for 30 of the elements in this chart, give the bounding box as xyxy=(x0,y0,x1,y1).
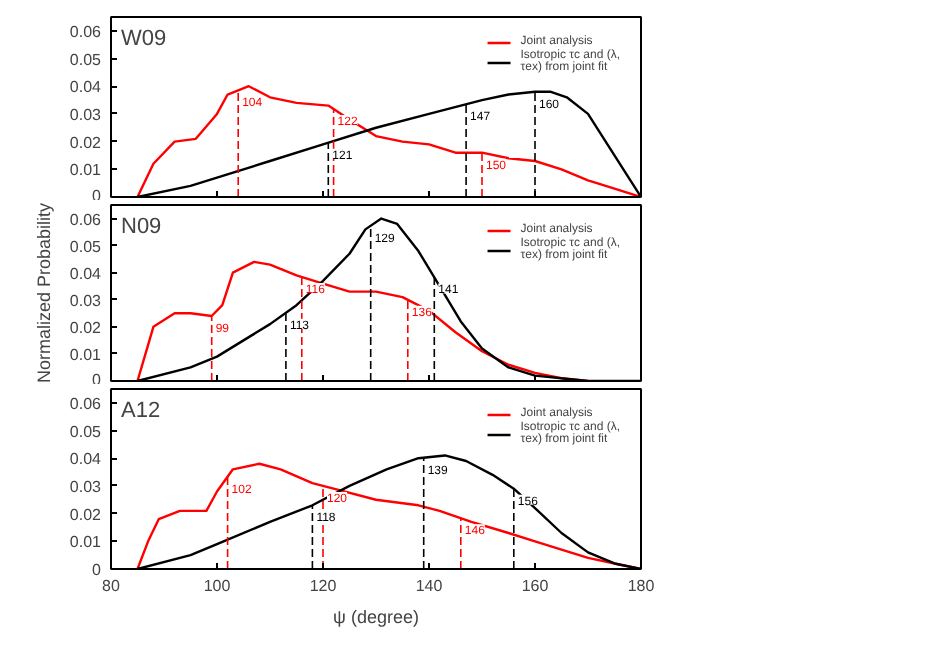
chart-title: A12 xyxy=(121,399,161,423)
chart-title: W09 xyxy=(121,27,167,51)
y-tick-label: 0.06 xyxy=(69,22,103,41)
y-tick-label: 0.01 xyxy=(69,345,103,364)
y-tick-label: 0.03 xyxy=(69,291,103,310)
x-tick-label: 180 xyxy=(627,577,656,595)
y-tick-label: 0.05 xyxy=(69,422,103,441)
x-tick-label: 140 xyxy=(415,577,444,595)
x-tick-label: 100 xyxy=(203,577,232,595)
y-tick-label: 0.06 xyxy=(69,394,103,413)
y-tick-label: 0.02 xyxy=(69,505,103,524)
y-tick-label: 0.01 xyxy=(69,161,103,180)
y-tick-label: 0.05 xyxy=(69,237,103,256)
y-tick-label: 0.02 xyxy=(69,133,103,152)
y-tick-label: 0.04 xyxy=(69,264,103,283)
y-axis-title: Normalized Probability xyxy=(33,201,54,384)
x-tick-label: 120 xyxy=(309,577,338,595)
y-tick-label: 0.06 xyxy=(69,210,103,229)
x-tick-label: 80 xyxy=(102,577,121,595)
y-tick-label: 0.04 xyxy=(69,450,103,469)
y-tick-label: 0.03 xyxy=(69,477,103,496)
y-tick-label: 0.02 xyxy=(69,318,103,337)
y-tick-label: 0.05 xyxy=(69,50,103,69)
y-tick-label: 0.03 xyxy=(69,105,103,124)
chart-title: N09 xyxy=(121,215,162,239)
y-tick-label: 0 xyxy=(92,561,103,579)
y-tick-label: 0.04 xyxy=(69,78,103,97)
x-axis-title: ψ (degree) xyxy=(333,607,419,627)
x-tick-label: 160 xyxy=(521,577,550,595)
y-tick-label: 0.01 xyxy=(69,533,103,552)
